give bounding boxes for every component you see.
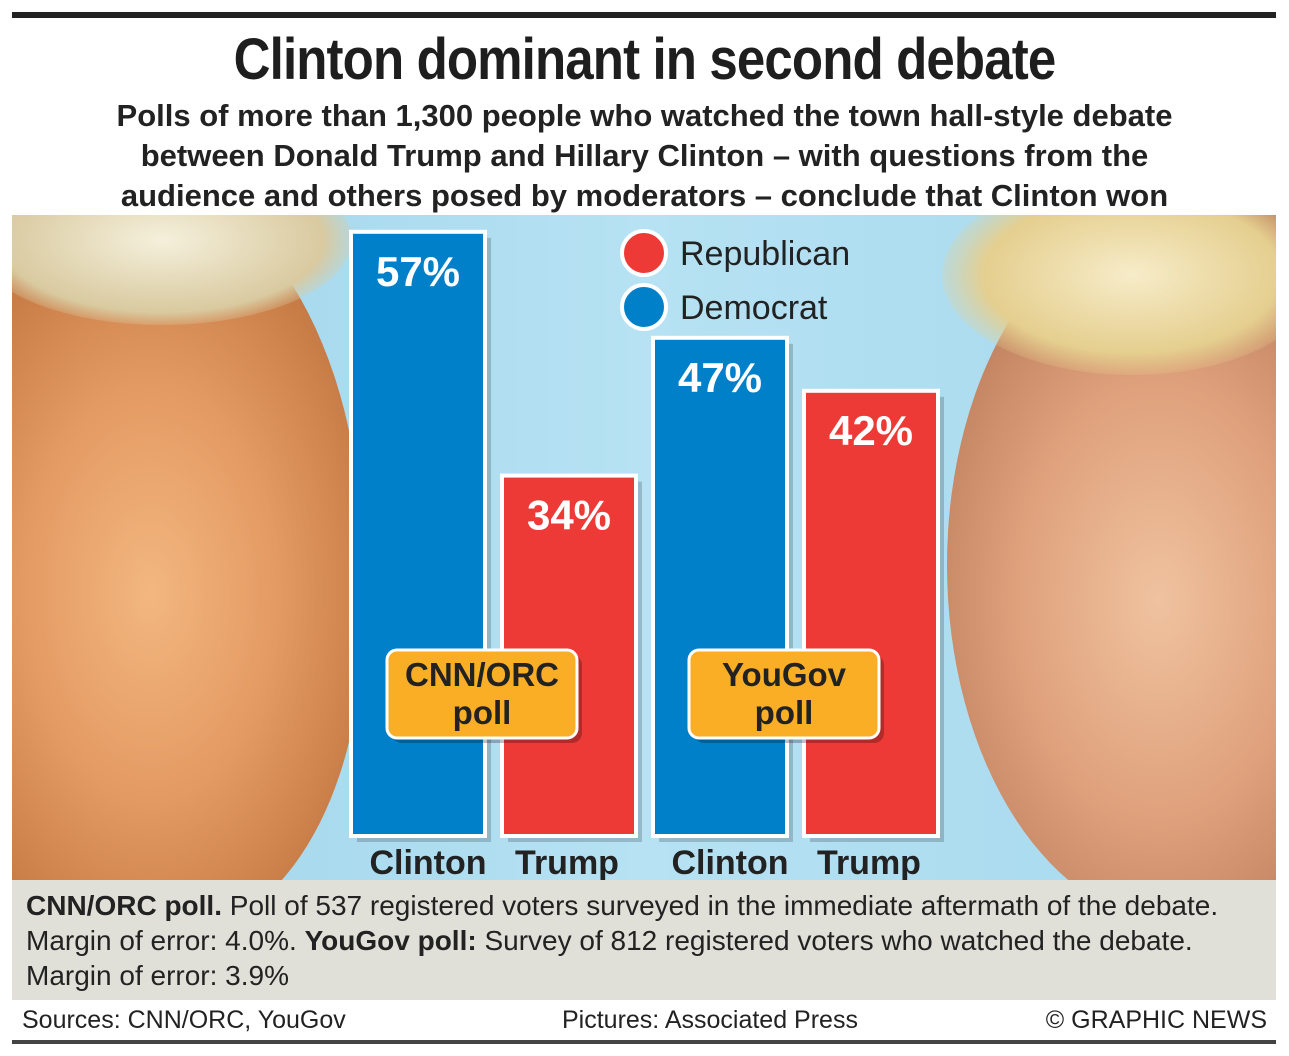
chart-subtitle: Polls of more than 1,300 people who watc… (20, 96, 1269, 216)
poll-label-text: CNN/ORC (405, 656, 559, 693)
chart-title: Clinton dominant in second debate (233, 27, 1057, 92)
category-label: Trump (515, 844, 619, 882)
bar-trump (802, 388, 940, 838)
cnn-note-text: Poll of 537 registered voters surveyed i… (26, 890, 1219, 956)
subtitle-line: audience and others posed by moderators … (120, 178, 1169, 213)
bar-value-label: 57% (376, 248, 460, 295)
sources: Sources: CNN/ORC, YouGov (22, 1006, 346, 1034)
legend-label: Republican (680, 235, 850, 273)
poll-notes: CNN/ORC poll. Poll of 537 registered vot… (12, 880, 1276, 1000)
poll-label-text: YouGov (722, 656, 847, 693)
graphic-credit: © GRAPHIC NEWS (1045, 1006, 1267, 1034)
trump-photo (12, 215, 362, 880)
bar-value-label: 34% (527, 492, 611, 539)
subtitle-line: between Donald Trump and Hillary Clinton… (140, 138, 1149, 173)
subtitle-line: Polls of more than 1,300 people who watc… (116, 98, 1173, 133)
category-label: Clinton (671, 844, 788, 882)
category-label: Trump (817, 844, 921, 882)
legend-swatch-republican (620, 229, 668, 277)
bar-value-label: 47% (678, 354, 762, 401)
top-rule (12, 12, 1276, 18)
poll-label-box (385, 648, 579, 740)
cnn-note-heading: CNN/ORC poll. (26, 890, 222, 921)
yougov-note-text: Survey of 812 registered voters who watc… (26, 925, 1193, 991)
poll-label-box (687, 648, 881, 740)
poll-label-text: poll (755, 694, 814, 731)
legend-label: Democrat (680, 289, 828, 327)
picture-credit: Pictures: Associated Press (562, 1006, 858, 1034)
yougov-note-heading: YouGov poll: (304, 925, 477, 956)
bar-clinton (349, 229, 487, 839)
legend-swatch-democrat (620, 283, 668, 331)
category-label: Clinton (369, 844, 486, 882)
bar-clinton (651, 335, 789, 838)
poll-label-text: poll (453, 694, 512, 731)
bar-value-label: 42% (829, 407, 913, 454)
bottom-rule (12, 1040, 1276, 1044)
